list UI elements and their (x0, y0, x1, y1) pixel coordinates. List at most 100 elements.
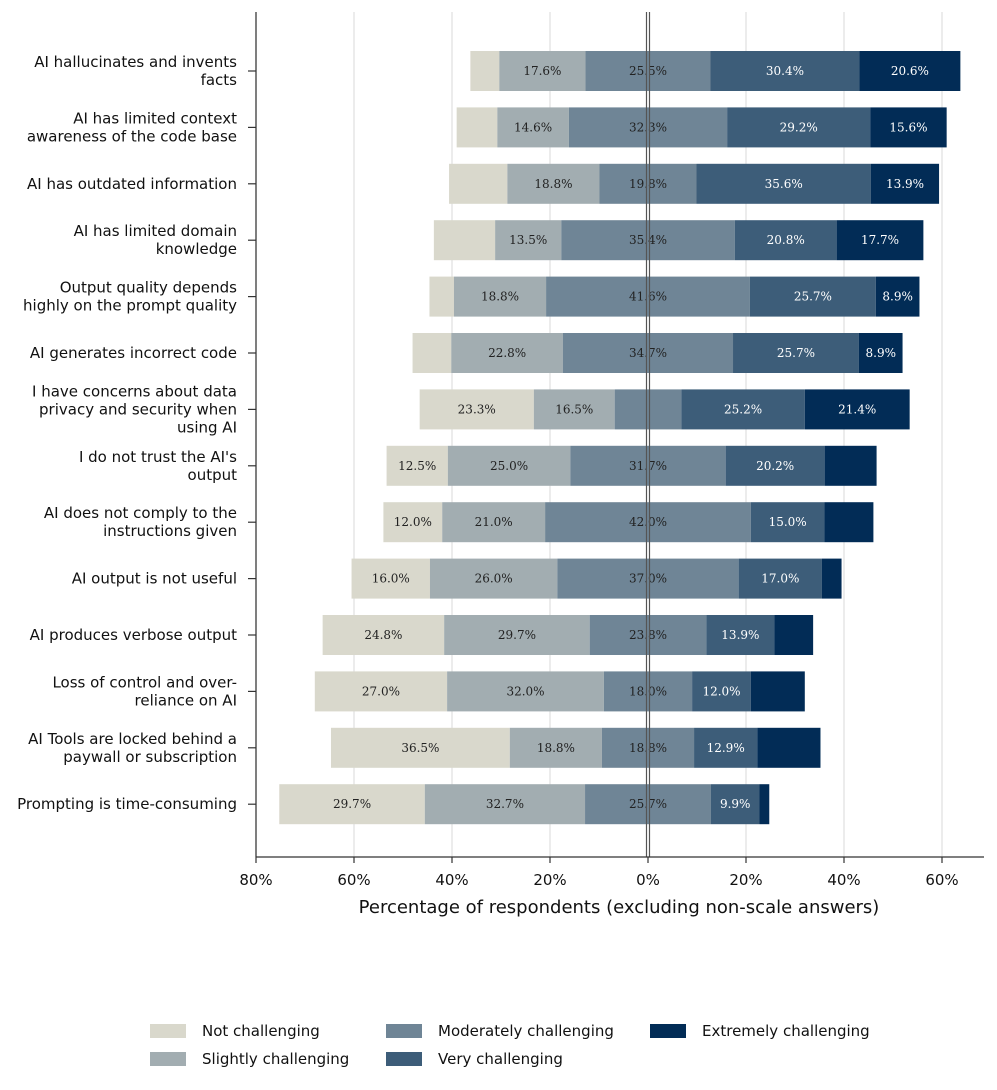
bar-segment (562, 333, 734, 373)
data-label: 9.9% (720, 797, 751, 811)
data-label: 15.0% (769, 515, 807, 529)
data-label: 37.0% (629, 572, 667, 586)
bars: 17.6% 25.5% 30.4% 20.6% 14.6% 32.3% 29.2% 15.6%… (279, 51, 961, 825)
bar-segment (858, 333, 903, 373)
bar-segment (824, 502, 874, 543)
category-label: I have concerns about data privacy and se… (32, 382, 237, 436)
data-label: 30.4% (766, 64, 804, 78)
data-label: 32.3% (629, 120, 667, 134)
data-label: 36.5% (401, 741, 439, 755)
x-axis: 80% 60% 40% 20% 0% 20% 40% 60% (239, 856, 984, 889)
data-label: 13.9% (886, 177, 924, 191)
data-label: 41.6% (629, 290, 667, 304)
bar-segment (585, 784, 711, 825)
bar-segment (568, 107, 728, 148)
data-label: 25.7% (794, 290, 832, 304)
x-tick-label: 40% (435, 871, 468, 889)
data-label: 27.0% (362, 684, 400, 698)
data-label: 25.5% (629, 64, 667, 78)
data-label: 16.0% (372, 572, 410, 586)
data-label: 18.8% (481, 290, 519, 304)
data-label: 23.8% (629, 628, 667, 642)
legend-label: Not challenging (202, 1022, 320, 1040)
category-label: Loss of control and over-reliance on AI (52, 673, 237, 709)
bar-segment (499, 51, 586, 91)
bar-segment (710, 51, 860, 91)
data-label: 12.0% (702, 684, 740, 698)
bar-segment (447, 671, 604, 712)
x-axis-title: Percentage of respondents (excluding non… (359, 897, 880, 918)
data-label: 12.5% (398, 459, 436, 473)
bar-segment (601, 727, 695, 768)
bar-segment (470, 51, 500, 91)
data-label: 20.8% (767, 233, 805, 247)
legend-swatch (150, 1024, 186, 1038)
data-label: 29.2% (780, 120, 818, 134)
data-label: 32.7% (486, 797, 524, 811)
data-label: 17.0% (761, 572, 799, 586)
bar-segment (733, 333, 859, 373)
data-label: 34.7% (629, 346, 667, 360)
bar-segment (386, 445, 448, 486)
bar-segment (750, 502, 825, 543)
data-label: 17.6% (523, 64, 561, 78)
data-label: 21.4% (838, 402, 876, 416)
bar-segment (533, 389, 615, 430)
bar-segment (570, 445, 726, 486)
category-label: AI does not comply to the instructions gi… (44, 504, 237, 540)
bar-segment (836, 220, 924, 261)
bar-segment (497, 107, 569, 148)
diverging-bar-chart: 17.6% 25.5% 30.4% 20.6% 14.6% 32.3% 29.2% 15.6%… (17, 12, 984, 918)
bar-segment (710, 784, 760, 825)
bar-segment (692, 671, 751, 712)
bar-segment (424, 784, 586, 825)
bar-segment (757, 727, 821, 768)
bar-segment (804, 389, 910, 430)
category-label: AI output is not useful (72, 570, 237, 588)
legend-swatch (386, 1024, 422, 1038)
legend-label: Slightly challenging (202, 1050, 350, 1068)
data-label: 29.7% (333, 797, 371, 811)
bar-segment (734, 220, 837, 261)
legend-swatch (150, 1052, 186, 1066)
bar-segment (696, 163, 871, 204)
x-tick-label: 80% (239, 871, 272, 889)
bar-segment (429, 276, 454, 317)
bar-segment (545, 502, 751, 543)
category-label: AI produces verbose output (30, 626, 237, 644)
data-label: 18.0% (629, 684, 667, 698)
x-tick-label: 40% (827, 871, 860, 889)
data-label: 26.0% (475, 572, 513, 586)
category-label: Output quality depends highly on the prom… (23, 279, 237, 315)
data-label: 29.7% (498, 628, 536, 642)
data-label: 42.0% (629, 515, 667, 529)
legend-item-moderately-challenging: Moderately challenging (386, 1022, 614, 1040)
data-label: 20.2% (756, 459, 794, 473)
legend-item-extremely-challenging: Extremely challenging (650, 1022, 870, 1040)
bar-segment (824, 445, 877, 486)
bar-segment (738, 558, 822, 599)
data-label: 31.7% (629, 459, 667, 473)
legend-swatch (386, 1052, 422, 1066)
data-label: 20.6% (891, 64, 929, 78)
data-label: 21.0% (475, 515, 513, 529)
bar-segment (322, 615, 445, 655)
data-label: 23.3% (458, 402, 496, 416)
bar-segment (444, 615, 590, 655)
bar-segment (429, 558, 558, 599)
bar-segment (279, 784, 425, 825)
data-label: 8.9% (866, 346, 897, 360)
data-label: 25.7% (777, 346, 815, 360)
bar-segment (759, 784, 770, 825)
bar-segment (749, 276, 876, 317)
data-label: 25.7% (629, 797, 667, 811)
bar-segment (727, 107, 871, 148)
bar-segment (859, 51, 961, 91)
bar-segment (453, 276, 547, 317)
bar-segment (561, 220, 735, 261)
category-label: AI Tools are locked behind a paywall or s… (28, 730, 237, 766)
data-label: 13.9% (721, 628, 759, 642)
bar-segment (585, 51, 711, 91)
legend: Not challenging Slightly challenging Mod… (150, 1022, 910, 1078)
data-label: 18.8% (537, 741, 575, 755)
